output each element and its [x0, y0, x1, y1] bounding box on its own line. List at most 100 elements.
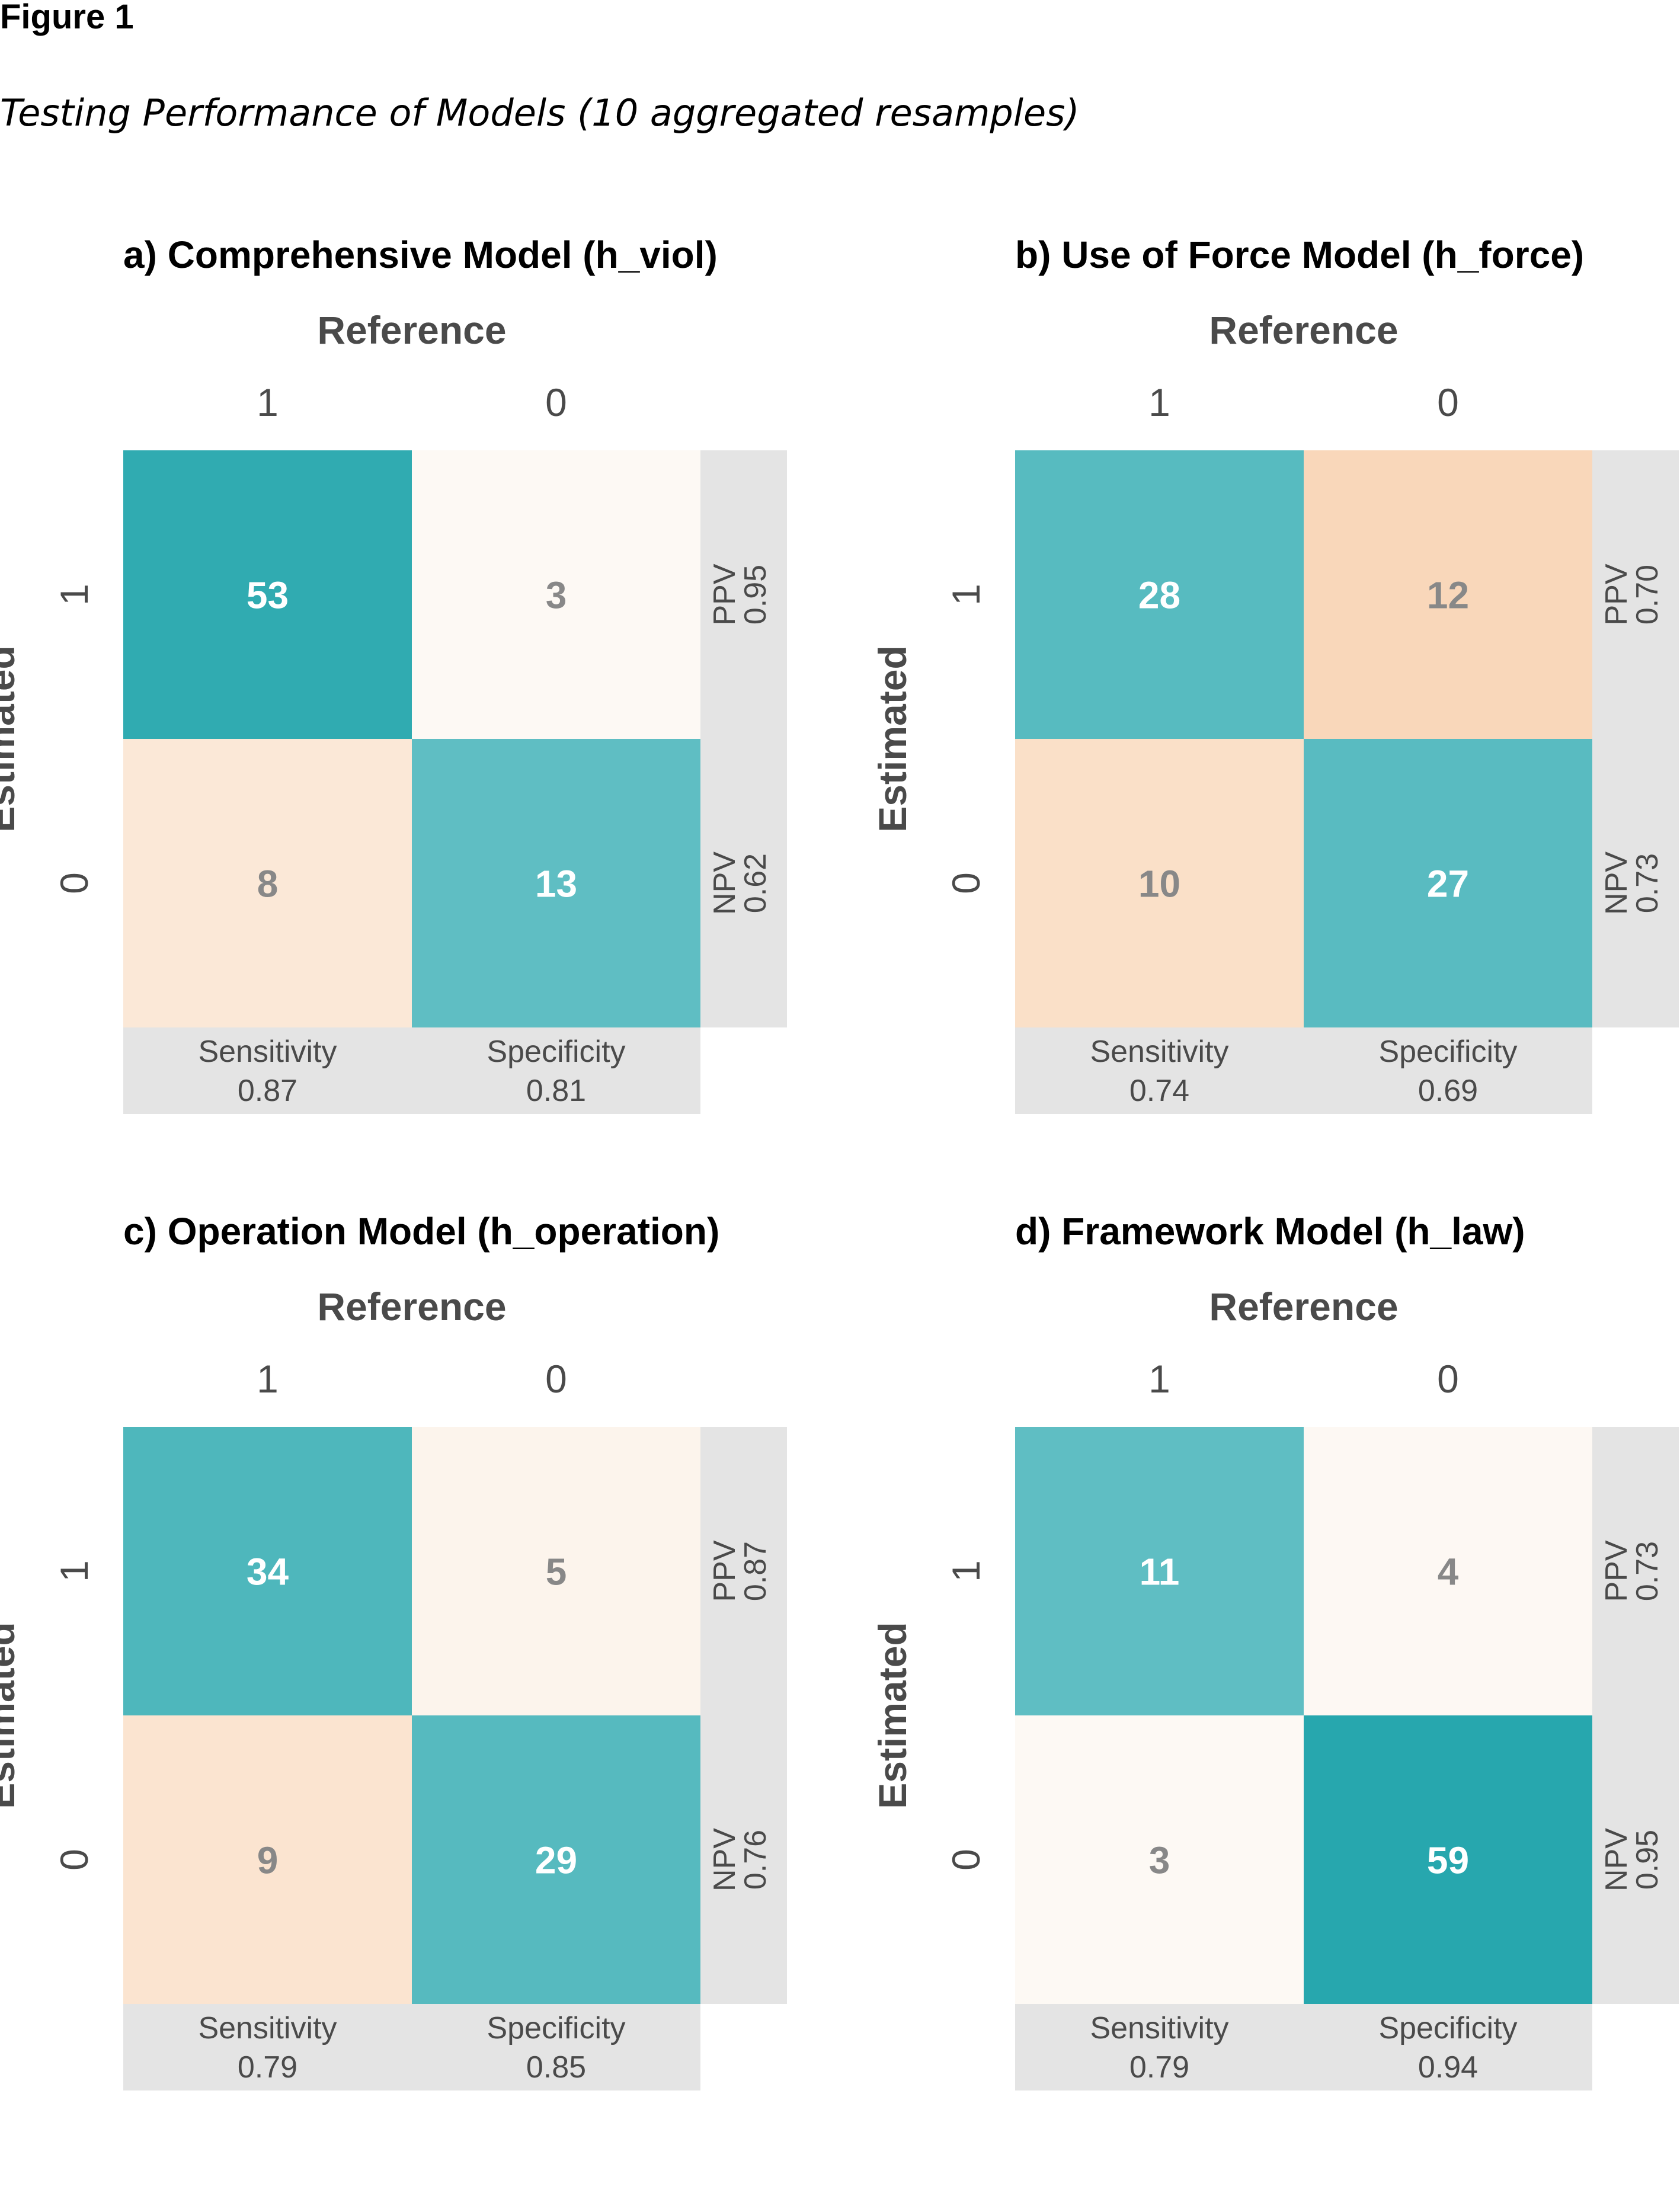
row-metric-value: 0.70: [1630, 565, 1665, 625]
column-metric-strip: [123, 1027, 700, 1114]
row-metric-name: PPV: [708, 564, 742, 625]
y-tick-label: 0: [944, 872, 988, 894]
panel-operation-model: c) Operation Model (h_operation) Referenc…: [0, 1202, 830, 2209]
x-axis-title: Reference: [1209, 1285, 1398, 1328]
y-axis-title: Estimated: [871, 1622, 914, 1808]
column-metric-name: Sensitivity: [198, 2011, 337, 2045]
cell-value: 11: [1140, 1551, 1180, 1593]
column-metric-name: Sensitivity: [198, 1035, 337, 1069]
y-tick-label: 1: [944, 584, 988, 606]
x-axis-title: Reference: [317, 308, 506, 352]
row-metric-name: NPV: [1599, 851, 1634, 915]
column-metric-name: Sensitivity: [1090, 1035, 1228, 1069]
y-axis-title: Estimated: [871, 645, 914, 832]
x-axis-title: Reference: [317, 1285, 506, 1328]
matrix-cell: [123, 739, 412, 1027]
confusion-matrix-svg: c) Operation Model (h_operation) Referenc…: [0, 1210, 787, 2090]
cell-value: 53: [247, 574, 289, 617]
row-metric-strip: [1592, 1427, 1679, 2004]
cell-value: 34: [247, 1551, 289, 1593]
y-tick-label: 0: [52, 1849, 96, 1871]
column-metric-value: 0.87: [238, 1074, 297, 1108]
cell-value: 8: [257, 863, 279, 905]
panel-title: c) Operation Model (h_operation): [123, 1210, 719, 1253]
cell-value: 9: [257, 1839, 279, 1882]
matrix-cell: [1304, 739, 1592, 1027]
figure-label: Figure 1: [0, 0, 134, 36]
row-metric-value: 0.73: [1630, 1541, 1665, 1601]
row-metric-name: NPV: [1599, 1828, 1634, 1891]
column-metric-value: 0.79: [238, 2050, 297, 2085]
matrix-cell: [1304, 1427, 1592, 1715]
column-metric-name: Specificity: [1378, 2011, 1517, 2045]
column-metric-value: 0.94: [1418, 2050, 1478, 2085]
x-tick-label: 0: [1437, 1357, 1459, 1401]
figure-caption: Testing Performance of Models (10 aggreg…: [0, 91, 1080, 135]
row-metric-value: 0.73: [1630, 853, 1665, 913]
cell-value: 4: [1438, 1551, 1459, 1593]
matrix-cell: [1015, 450, 1304, 739]
row-metric-value: 0.95: [738, 565, 773, 625]
cell-value: 59: [1427, 1839, 1469, 1882]
row-metric-name: PPV: [1599, 1540, 1634, 1602]
column-metric-value: 0.69: [1418, 1074, 1478, 1108]
y-axis-title: Estimated: [0, 1622, 23, 1808]
matrix-cell: [1304, 1715, 1592, 2004]
row-metric-name: PPV: [708, 1540, 742, 1602]
y-tick-label: 1: [944, 1560, 988, 1582]
matrix-cell: [412, 1427, 700, 1715]
row-metric-name: PPV: [1599, 564, 1634, 625]
confusion-matrix-svg: d) Framework Model (h_law) Reference 1 0 Est…: [871, 1210, 1679, 2090]
x-tick-label: 1: [257, 380, 279, 424]
column-metric-strip: [1015, 2004, 1592, 2090]
matrix-cell: [123, 1715, 412, 2004]
panel-comprehensive-model: a) Comprehensive Model (h_viol) Reference…: [0, 225, 830, 1232]
row-metric-value: 0.76: [738, 1830, 773, 1890]
matrix-cell: [412, 1715, 700, 2004]
matrix-cell: [123, 450, 412, 739]
y-tick-label: 0: [52, 872, 96, 894]
row-metric-value: 0.62: [738, 853, 773, 913]
panel-title: a) Comprehensive Model (h_viol): [123, 233, 718, 276]
row-metric-strip: [700, 1427, 787, 2004]
matrix-cell: [1015, 1715, 1304, 2004]
x-tick-label: 1: [1148, 1357, 1170, 1401]
row-metric-name: NPV: [708, 851, 742, 915]
column-metric-strip: [123, 2004, 700, 2090]
column-metric-name: Specificity: [1378, 1035, 1517, 1069]
cell-value: 29: [535, 1839, 577, 1882]
y-tick-label: 1: [52, 584, 96, 606]
cell-value: 28: [1138, 574, 1180, 617]
panel-use-of-force-model: b) Use of Force Model (h_force) Reference…: [871, 225, 1680, 1232]
x-tick-label: 0: [545, 1357, 567, 1401]
matrix-cell: [412, 739, 700, 1027]
cell-value: 10: [1138, 863, 1180, 905]
cell-value: 12: [1427, 574, 1469, 617]
column-metric-strip: [1015, 1027, 1592, 1114]
row-metric-name: NPV: [708, 1828, 742, 1891]
y-axis-title: Estimated: [0, 645, 23, 832]
column-metric-name: Specificity: [487, 1035, 625, 1069]
x-tick-label: 0: [1437, 380, 1459, 424]
column-metric-name: Specificity: [487, 2011, 625, 2045]
x-tick-label: 1: [1148, 380, 1170, 424]
cell-value: 5: [546, 1551, 567, 1593]
panel-framework-model: d) Framework Model (h_law) Reference 1 0 Est…: [871, 1202, 1680, 2209]
y-tick-label: 1: [52, 1560, 96, 1582]
column-metric-value: 0.81: [526, 1074, 586, 1108]
confusion-matrix-svg: b) Use of Force Model (h_force) Reference…: [871, 233, 1679, 1114]
row-metric-value: 0.95: [1630, 1830, 1665, 1890]
x-tick-label: 1: [257, 1357, 279, 1401]
confusion-matrix-svg: a) Comprehensive Model (h_viol) Reference…: [0, 233, 787, 1114]
matrix-cell: [1304, 450, 1592, 739]
cell-value: 3: [1149, 1839, 1170, 1882]
row-metric-strip: [1592, 450, 1679, 1027]
matrix-cell: [412, 450, 700, 739]
matrix-cell: [1015, 1427, 1304, 1715]
cell-value: 3: [546, 574, 567, 617]
panel-title: d) Framework Model (h_law): [1015, 1210, 1525, 1253]
x-axis-title: Reference: [1209, 308, 1398, 352]
column-metric-value: 0.79: [1129, 2050, 1189, 2085]
y-tick-label: 0: [944, 1849, 988, 1871]
cell-value: 13: [535, 863, 577, 905]
